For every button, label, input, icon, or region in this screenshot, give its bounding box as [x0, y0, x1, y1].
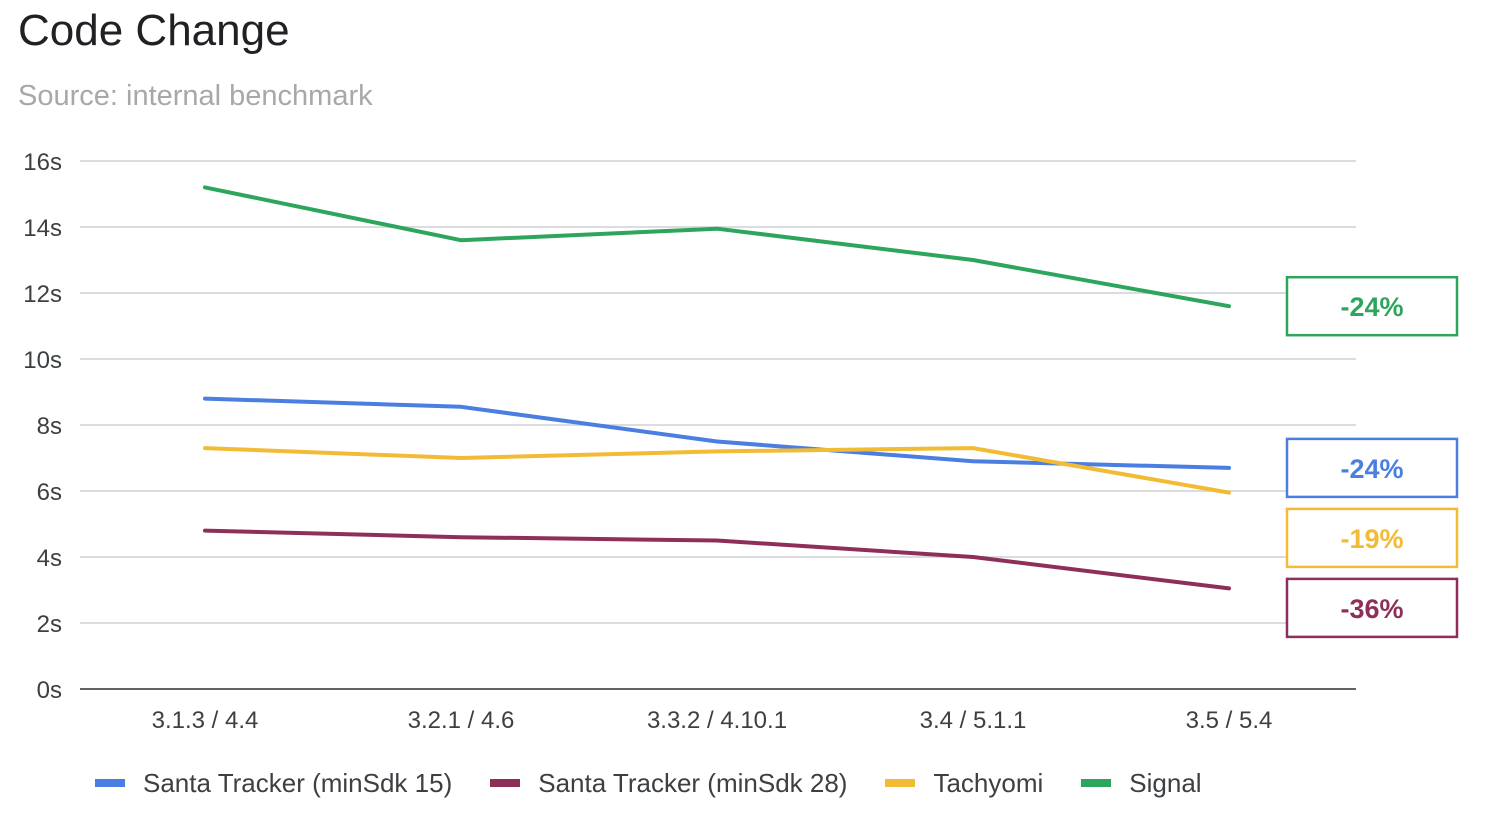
y-tick-label: 0s	[37, 677, 62, 704]
legend-item: Santa Tracker (minSdk 15)	[95, 768, 452, 799]
legend-label: Santa Tracker (minSdk 28)	[538, 767, 848, 798]
series-layer	[203, 185, 1231, 591]
legend-item: Santa Tracker (minSdk 28)	[490, 768, 847, 799]
legend-label: Santa Tracker (minSdk 15)	[143, 767, 453, 798]
chart-title: Code Change	[18, 6, 290, 55]
legend-swatch	[95, 779, 125, 787]
legend-label: Tachyomi	[933, 767, 1044, 798]
series-line	[203, 446, 1231, 495]
chart-legend: Santa Tracker (minSdk 15) Santa Tracker (…	[95, 764, 1240, 802]
legend-label: Signal	[1129, 767, 1202, 798]
change-callouts: -24% -24% -19% -36%	[1285, 275, 1459, 639]
y-tick-label: 6s	[37, 479, 62, 506]
change-callout-label: -36%	[1340, 594, 1403, 624]
chart-subtitle: Source: internal benchmark	[18, 80, 373, 112]
change-callout-label: -24%	[1340, 292, 1403, 322]
y-tick-label: 2s	[37, 611, 62, 638]
change-callout-label: -19%	[1340, 524, 1403, 554]
y-tick-label: 10s	[23, 347, 62, 374]
change-callout-box	[1285, 507, 1459, 569]
y-tick-label: 8s	[37, 413, 62, 440]
x-axis-ticks: 3.1.3 / 4.4 3.2.1 / 4.6 3.3.2 / 4.10.1 3.4 …	[152, 707, 1273, 734]
grid-layer	[80, 160, 1356, 690]
legend-swatch	[490, 779, 521, 787]
change-callout-box	[1285, 275, 1459, 337]
legend-swatch	[885, 779, 916, 787]
change-callout-box	[1285, 577, 1459, 639]
change-callout-box	[1285, 437, 1459, 499]
legend-item: Tachyomi	[885, 768, 1043, 799]
x-tick-label: 3.2.1 / 4.6	[408, 707, 515, 734]
line-chart: 0s 2s 4s 6s 8s 10s 12s 14s 16s 3.1.3 / 4.4 3.2.1 …	[23, 149, 1459, 734]
x-tick-label: 3.4 / 5.1.1	[920, 707, 1027, 734]
y-tick-label: 14s	[23, 215, 62, 242]
x-tick-label: 3.5 / 5.4	[1186, 707, 1273, 734]
series-line	[203, 528, 1231, 591]
change-callout-label: -24%	[1340, 454, 1403, 484]
y-axis-ticks: 0s 2s 4s 6s 8s 10s 12s 14s 16s	[23, 149, 62, 704]
series-line	[203, 396, 1231, 470]
y-tick-label: 16s	[23, 149, 62, 176]
y-tick-label: 4s	[37, 545, 62, 572]
series-line	[203, 185, 1231, 309]
legend-swatch	[1081, 779, 1112, 787]
legend-item: Signal	[1081, 767, 1202, 799]
x-tick-label: 3.1.3 / 4.4	[152, 707, 259, 734]
x-tick-label: 3.3.2 / 4.10.1	[647, 707, 787, 734]
y-tick-label: 12s	[23, 281, 62, 308]
